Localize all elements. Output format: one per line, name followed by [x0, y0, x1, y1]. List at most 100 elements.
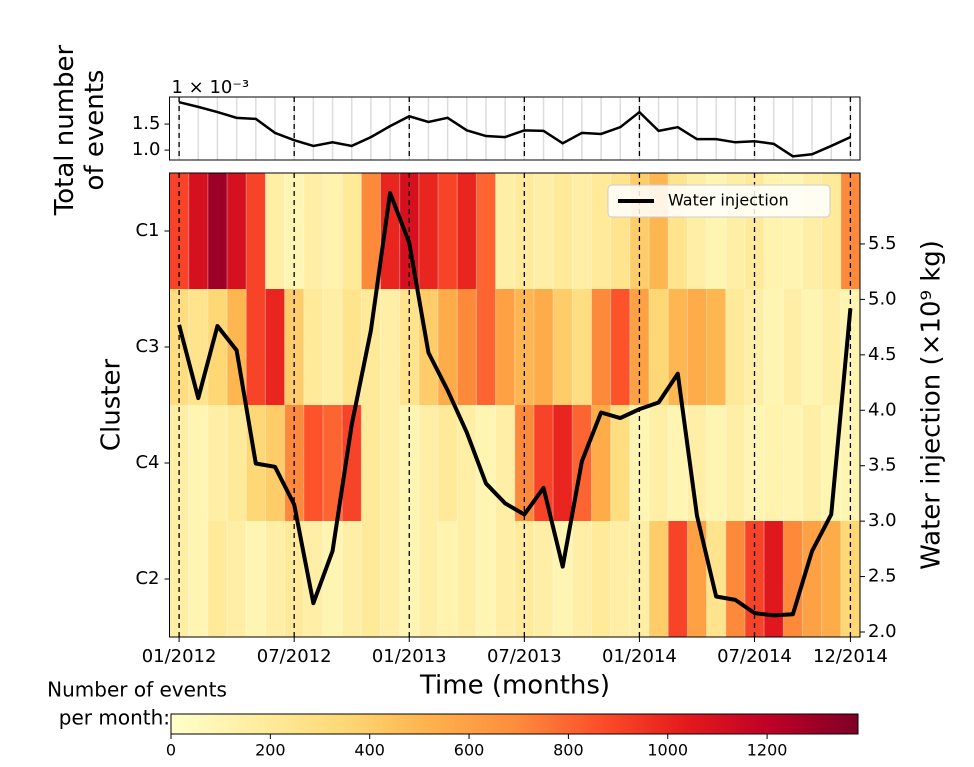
- heatmap-cell: [342, 405, 362, 522]
- heatmap-cell: [783, 521, 803, 638]
- heatmap-cell: [380, 521, 401, 638]
- y2-axis-label: Water injection (×10⁹ kg): [917, 240, 947, 570]
- heatmap-cell: [821, 521, 842, 638]
- heatmap-cell: [476, 289, 497, 406]
- heatmap-cell: [342, 521, 362, 638]
- heatmap-cell: [725, 521, 746, 638]
- x-tick-label: 12/2014: [813, 646, 888, 667]
- heatmap-cell: [495, 289, 516, 406]
- y2-tick-label: 3.0: [868, 510, 897, 531]
- colorbar: [170, 713, 859, 735]
- y2-tick-label: 5.0: [868, 288, 897, 309]
- x-tick-label: 07/2014: [717, 646, 792, 667]
- heatmap-cell: [188, 405, 209, 522]
- heatmap-cell: [438, 289, 458, 406]
- heatmap-cell: [476, 521, 497, 638]
- heatmap-cell: [188, 173, 209, 290]
- heatmap-cell: [495, 521, 516, 638]
- heatmap-cell: [649, 405, 669, 522]
- legend: Water injection: [607, 184, 831, 218]
- x-tick-label: 07/2012: [257, 646, 332, 667]
- heatmap-cell: [322, 289, 343, 406]
- y-tick-label: 1.0: [132, 139, 161, 160]
- heatmap-cell: [457, 405, 477, 522]
- y2-tick-label: 4.5: [868, 344, 897, 365]
- axes-frame: [169, 96, 861, 161]
- y2-tick-label: 3.5: [868, 455, 897, 476]
- heatmap-cell: [706, 521, 727, 638]
- heatmap-cell: [764, 521, 784, 638]
- heatmap-cell: [380, 289, 401, 406]
- heatmap-cell: [706, 405, 727, 522]
- y2-tick-label: 2.5: [868, 566, 897, 587]
- heatmap-cell: [207, 173, 228, 290]
- heatmap-cell: [668, 289, 688, 406]
- heatmap-cell: [725, 289, 746, 406]
- heatmap-cell: [533, 521, 554, 638]
- heatmap-cell: [227, 405, 247, 522]
- heatmap-cell: [706, 289, 727, 406]
- colorbar-tick-label: 800: [553, 741, 584, 760]
- heatmap-cell: [342, 173, 362, 290]
- x-tick-label: 01/2012: [142, 646, 217, 667]
- heatmap-cell: [591, 289, 612, 406]
- heatmap-cell: [303, 521, 324, 638]
- heatmap-cell: [418, 173, 439, 290]
- heatmap-cell: [322, 173, 343, 290]
- heatmap-cell: [687, 521, 708, 638]
- heatmap-cell: [802, 289, 823, 406]
- heatmap-cell: [361, 521, 381, 638]
- heatmap-cell: [533, 405, 554, 522]
- heatmap-cell: [649, 521, 669, 638]
- heatmap-cell: [188, 521, 209, 638]
- y2-tick-label: 2.0: [868, 621, 897, 642]
- heatmap-cell: [572, 521, 592, 638]
- heatmap-cell: [418, 521, 439, 638]
- row-label: C1: [135, 220, 159, 241]
- heatmap-cell: [533, 173, 554, 290]
- heatmap-cell: [821, 405, 842, 522]
- heatmap-cell: [418, 405, 439, 522]
- heatmap-cell: [553, 289, 573, 406]
- heatmap-cell: [476, 405, 497, 522]
- row-label: C2: [135, 568, 159, 589]
- legend-box: [607, 184, 831, 218]
- heatmap-cell: [246, 173, 266, 290]
- heatmap-cell: [207, 521, 228, 638]
- y-axis-label: Total numberof events: [50, 44, 110, 216]
- heatmap-cell: [438, 521, 458, 638]
- axes-frame: [169, 172, 861, 638]
- y2-tick-label: 5.5: [868, 233, 897, 254]
- heatmap-cell: [495, 405, 516, 522]
- colorbar-label: Number of events: [47, 678, 227, 702]
- heatmap-cell: [207, 405, 228, 522]
- heatmap-cell: [591, 173, 612, 290]
- heatmap-cell: [457, 289, 477, 406]
- row-label: C4: [135, 452, 159, 473]
- heatmap-cells: [169, 173, 861, 638]
- heatmap-cell: [265, 289, 286, 406]
- colorbar-label: per month:: [59, 706, 170, 730]
- heatmap-cell: [342, 289, 362, 406]
- colorbar-tick-label: 200: [255, 741, 286, 760]
- y-axis-label: Cluster: [97, 359, 127, 452]
- heatmap-cell: [303, 405, 324, 522]
- heatmap-cell: [476, 173, 497, 290]
- heatmap-cell: [610, 521, 631, 638]
- heatmap-cell: [533, 289, 554, 406]
- series-line: [177, 190, 853, 618]
- y-axis-label-line: of events: [80, 70, 110, 191]
- x-tick-label: 07/2013: [487, 646, 562, 667]
- row-label: C3: [135, 336, 159, 357]
- heatmap-cell: [207, 289, 228, 406]
- heatmap-cell: [246, 521, 266, 638]
- colorbar-tick-label: 1200: [747, 741, 788, 760]
- heatmap-cell: [457, 521, 477, 638]
- heatmap-cell: [227, 521, 247, 638]
- colorbar-tick-label: 1000: [647, 741, 688, 760]
- heatmap-cell: [322, 405, 343, 522]
- heatmap-cell: [553, 405, 573, 522]
- heatmap-cell: [188, 289, 209, 406]
- colorbar-tick-label: 600: [454, 741, 485, 760]
